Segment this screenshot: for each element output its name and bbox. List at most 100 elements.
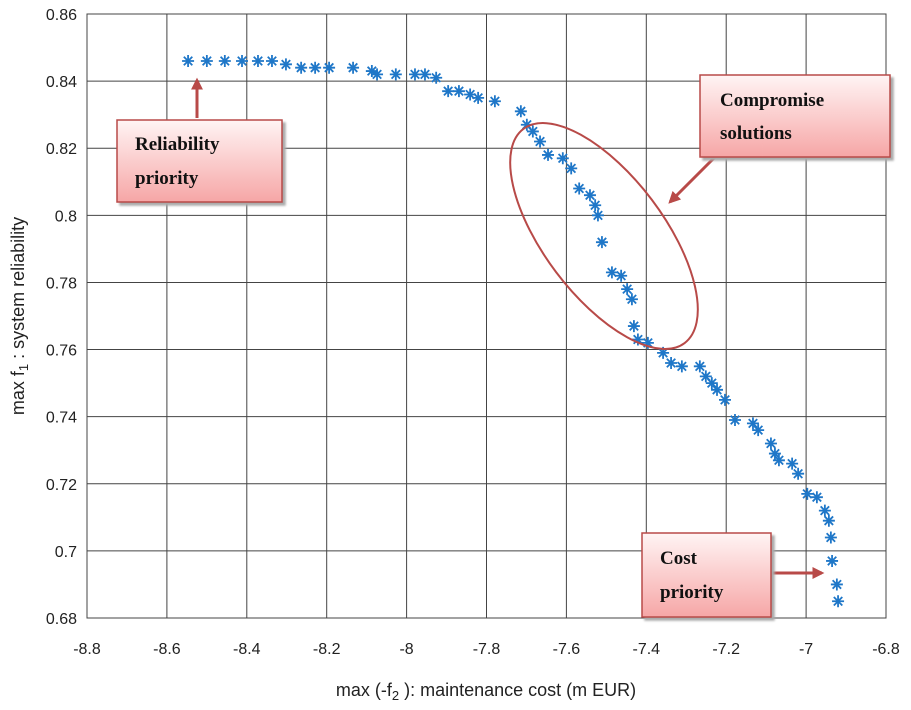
point — [786, 457, 799, 470]
point — [583, 189, 596, 202]
annotation: solutions — [720, 123, 792, 144]
x-tick-label: -8.6 — [153, 641, 181, 658]
point — [792, 467, 805, 480]
point — [665, 356, 678, 369]
y-tick-label: 0.74 — [46, 410, 77, 427]
point — [675, 360, 688, 373]
arrow — [668, 155, 717, 204]
x-tick-label: -6.8 — [872, 641, 900, 658]
label-part: max (-f — [336, 680, 393, 700]
annotation-box: Reliability priority — [116, 119, 283, 203]
point — [699, 370, 712, 383]
point — [764, 437, 777, 450]
point — [768, 447, 781, 460]
point — [464, 88, 477, 101]
point — [627, 320, 640, 333]
point — [236, 54, 249, 67]
point — [430, 71, 443, 84]
label-part: 1 — [16, 364, 31, 371]
y-tick-label: 0.68 — [46, 611, 77, 628]
annotation: Compromise — [720, 90, 824, 111]
point — [705, 377, 718, 390]
label-part: 2 — [392, 688, 399, 703]
y-tick-label: 0.76 — [46, 343, 77, 360]
point — [200, 54, 213, 67]
point — [810, 491, 823, 504]
point — [641, 336, 654, 349]
point — [657, 346, 670, 359]
point — [565, 162, 578, 175]
annotation: Reliability — [135, 134, 220, 155]
point — [371, 68, 384, 81]
point — [556, 152, 569, 165]
point — [526, 125, 539, 138]
x-tick-label: -7.2 — [712, 641, 740, 658]
point — [625, 293, 638, 306]
point — [711, 383, 724, 396]
point — [605, 266, 618, 279]
point — [408, 68, 421, 81]
plot-frame — [86, 13, 887, 619]
point — [347, 61, 360, 74]
point — [323, 61, 336, 74]
point — [295, 61, 308, 74]
y-tick-label: 0.7 — [55, 544, 77, 561]
point — [801, 487, 814, 500]
annotation: priority — [135, 168, 199, 189]
y-tick-label: 0.84 — [46, 74, 77, 91]
x-tick-label: -8.4 — [233, 641, 261, 658]
point — [822, 514, 835, 527]
point — [631, 333, 644, 346]
point — [182, 54, 195, 67]
y-tick-label: 0.8 — [55, 208, 77, 225]
point — [520, 118, 533, 131]
point — [389, 68, 402, 81]
highlight-ellipse — [509, 122, 699, 350]
y-tick-label: 0.82 — [46, 141, 77, 158]
point — [728, 414, 741, 427]
point — [534, 135, 547, 148]
annotation-box: Compromise solutions — [699, 74, 891, 158]
point — [279, 58, 292, 71]
x-tick-label: -7.4 — [633, 641, 661, 658]
point — [365, 65, 378, 78]
point — [418, 68, 431, 81]
point — [589, 199, 602, 212]
point — [746, 417, 759, 430]
y-axis-label: max f1 : system reliability — [8, 217, 31, 415]
point — [488, 95, 501, 108]
x-tick-label: -8.2 — [313, 641, 341, 658]
point — [830, 578, 843, 591]
point — [591, 209, 604, 222]
label-part: max f — [8, 370, 28, 415]
point — [615, 269, 628, 282]
annotation: priority — [660, 582, 724, 603]
point — [251, 54, 264, 67]
point — [832, 595, 845, 608]
point — [542, 148, 555, 161]
point — [826, 554, 839, 567]
point — [818, 504, 831, 517]
point — [621, 283, 634, 296]
x-axis-label: max (-f2 ): maintenance cost (m EUR) — [336, 680, 636, 703]
x-tick-label: -7.6 — [553, 641, 581, 658]
point — [218, 54, 231, 67]
y-tick-label: 0.78 — [46, 275, 77, 292]
point — [693, 360, 706, 373]
point — [309, 61, 322, 74]
point — [452, 85, 465, 98]
point — [573, 182, 586, 195]
point — [265, 54, 278, 67]
point — [772, 454, 785, 467]
annotation: Cost — [660, 548, 698, 569]
x-tick-label: -8.8 — [73, 641, 101, 658]
point — [824, 531, 837, 544]
label-part: : system reliability — [8, 217, 28, 364]
point — [442, 85, 455, 98]
point — [752, 424, 765, 437]
x-tick-label: -7 — [799, 641, 813, 658]
point — [719, 393, 732, 406]
y-tick-label: 0.86 — [46, 7, 77, 24]
